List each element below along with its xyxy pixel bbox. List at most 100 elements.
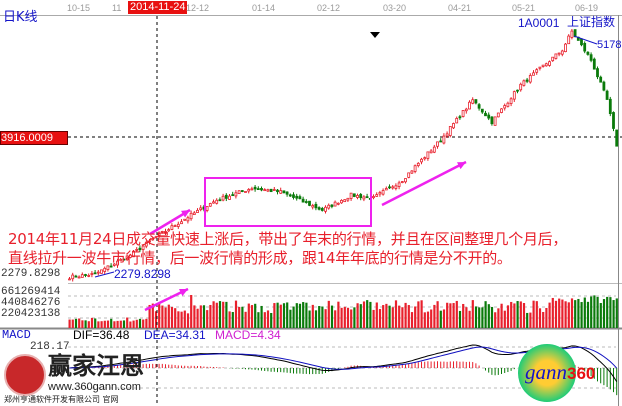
candle-body xyxy=(541,64,545,67)
candle-body xyxy=(87,275,91,277)
volume-bar xyxy=(311,304,314,328)
volume-bar xyxy=(577,298,580,328)
candle-body xyxy=(128,254,132,258)
volume-bar xyxy=(78,318,81,328)
candle-body xyxy=(276,189,279,193)
annotation-line-2: 直线拉升一波牛市行情，后一波行情的形成，跟14年年底的行情是分不开的。 xyxy=(8,249,512,267)
candle-body xyxy=(394,185,398,189)
candle-body xyxy=(365,196,369,199)
candle-body xyxy=(560,50,564,55)
volume-bar xyxy=(551,297,554,328)
volume-bar xyxy=(346,307,350,328)
volume-bar xyxy=(481,307,484,328)
candle-body xyxy=(608,98,612,114)
volume-bar xyxy=(231,312,234,328)
volume-tick: 220423138 xyxy=(1,308,61,320)
candle-body xyxy=(228,195,231,200)
candle-body xyxy=(410,170,414,174)
candle-body xyxy=(477,104,481,109)
volume-bar xyxy=(68,319,71,328)
candle-body xyxy=(471,99,475,104)
volume-bar xyxy=(119,320,122,328)
candle-body xyxy=(464,108,468,112)
candle-body xyxy=(205,206,209,211)
candle-body xyxy=(429,150,433,154)
volume-bar xyxy=(106,320,110,328)
volume-bar xyxy=(548,302,551,328)
volume-bar xyxy=(81,320,84,328)
volume-bar xyxy=(164,307,167,328)
candle-body xyxy=(272,189,276,191)
volume-bar xyxy=(382,305,385,328)
candle-body xyxy=(285,191,289,195)
volume-bar xyxy=(535,301,538,328)
candle-body xyxy=(311,205,315,208)
volume-bar xyxy=(286,302,289,328)
volume-bar xyxy=(452,303,455,328)
candle-body xyxy=(413,165,417,172)
index-name: 上证指数 xyxy=(567,15,616,29)
candle-body xyxy=(212,201,215,204)
volume-bar xyxy=(420,300,423,328)
volume-bar xyxy=(593,295,596,328)
candle-body xyxy=(474,99,478,104)
volume-bar xyxy=(410,312,414,328)
candle-body xyxy=(528,75,532,83)
volume-tick: 661269414 xyxy=(1,286,61,298)
volume-bar xyxy=(417,301,420,328)
candle-body xyxy=(336,202,340,205)
volume-bar xyxy=(538,308,542,328)
volume-bar xyxy=(398,305,401,328)
candle-body xyxy=(564,43,567,53)
candle-body xyxy=(407,172,411,178)
candle-body xyxy=(330,204,334,207)
date-tick: 01-14 xyxy=(252,3,276,13)
candle-body xyxy=(196,209,199,213)
candle-body xyxy=(106,265,110,270)
candle-body xyxy=(141,245,145,250)
volume-bar xyxy=(234,300,238,328)
volume-bar xyxy=(266,310,270,328)
volume-bar xyxy=(564,301,567,328)
volume-bar xyxy=(529,312,532,328)
candle-body xyxy=(340,199,343,204)
volume-bar xyxy=(490,306,494,328)
volume-bar xyxy=(570,298,574,328)
candle-body xyxy=(580,38,583,46)
volume-bar xyxy=(388,305,391,328)
candle-body xyxy=(298,196,302,200)
symbol-code: 1A0001 xyxy=(518,16,560,30)
volume-bar xyxy=(423,312,426,328)
volume-bar xyxy=(516,301,519,328)
volume-bar xyxy=(458,310,462,328)
candle-body xyxy=(269,188,273,193)
volume-bar xyxy=(391,307,394,328)
volume-bar xyxy=(202,305,206,328)
volume-bar xyxy=(225,301,228,328)
candle-body xyxy=(605,90,609,100)
candle-body xyxy=(599,76,603,83)
candle-body xyxy=(416,162,420,166)
volume-bar xyxy=(170,306,174,328)
candle-body xyxy=(314,203,318,209)
candle-body xyxy=(388,186,391,189)
volume-bar xyxy=(449,303,452,328)
volume-bar xyxy=(209,304,212,328)
volume-bar xyxy=(148,304,151,328)
volume-bar xyxy=(478,307,481,328)
candle-body xyxy=(208,203,212,207)
left-company: 郑州亨通软件开发有限公司 官网 xyxy=(4,395,119,404)
period-label[interactable]: 日K线 xyxy=(3,10,38,25)
candle-body xyxy=(570,30,574,38)
candle-body xyxy=(116,260,119,266)
volume-bar xyxy=(446,302,449,328)
candle-body xyxy=(164,231,167,234)
volume-bar xyxy=(151,303,154,328)
candle-body xyxy=(244,191,247,193)
candle-body xyxy=(333,201,337,207)
candle-body xyxy=(103,267,107,272)
volume-bar xyxy=(324,309,327,328)
candle-body xyxy=(538,66,542,69)
cursor-date-badge: 2014-11-24 xyxy=(128,1,188,14)
